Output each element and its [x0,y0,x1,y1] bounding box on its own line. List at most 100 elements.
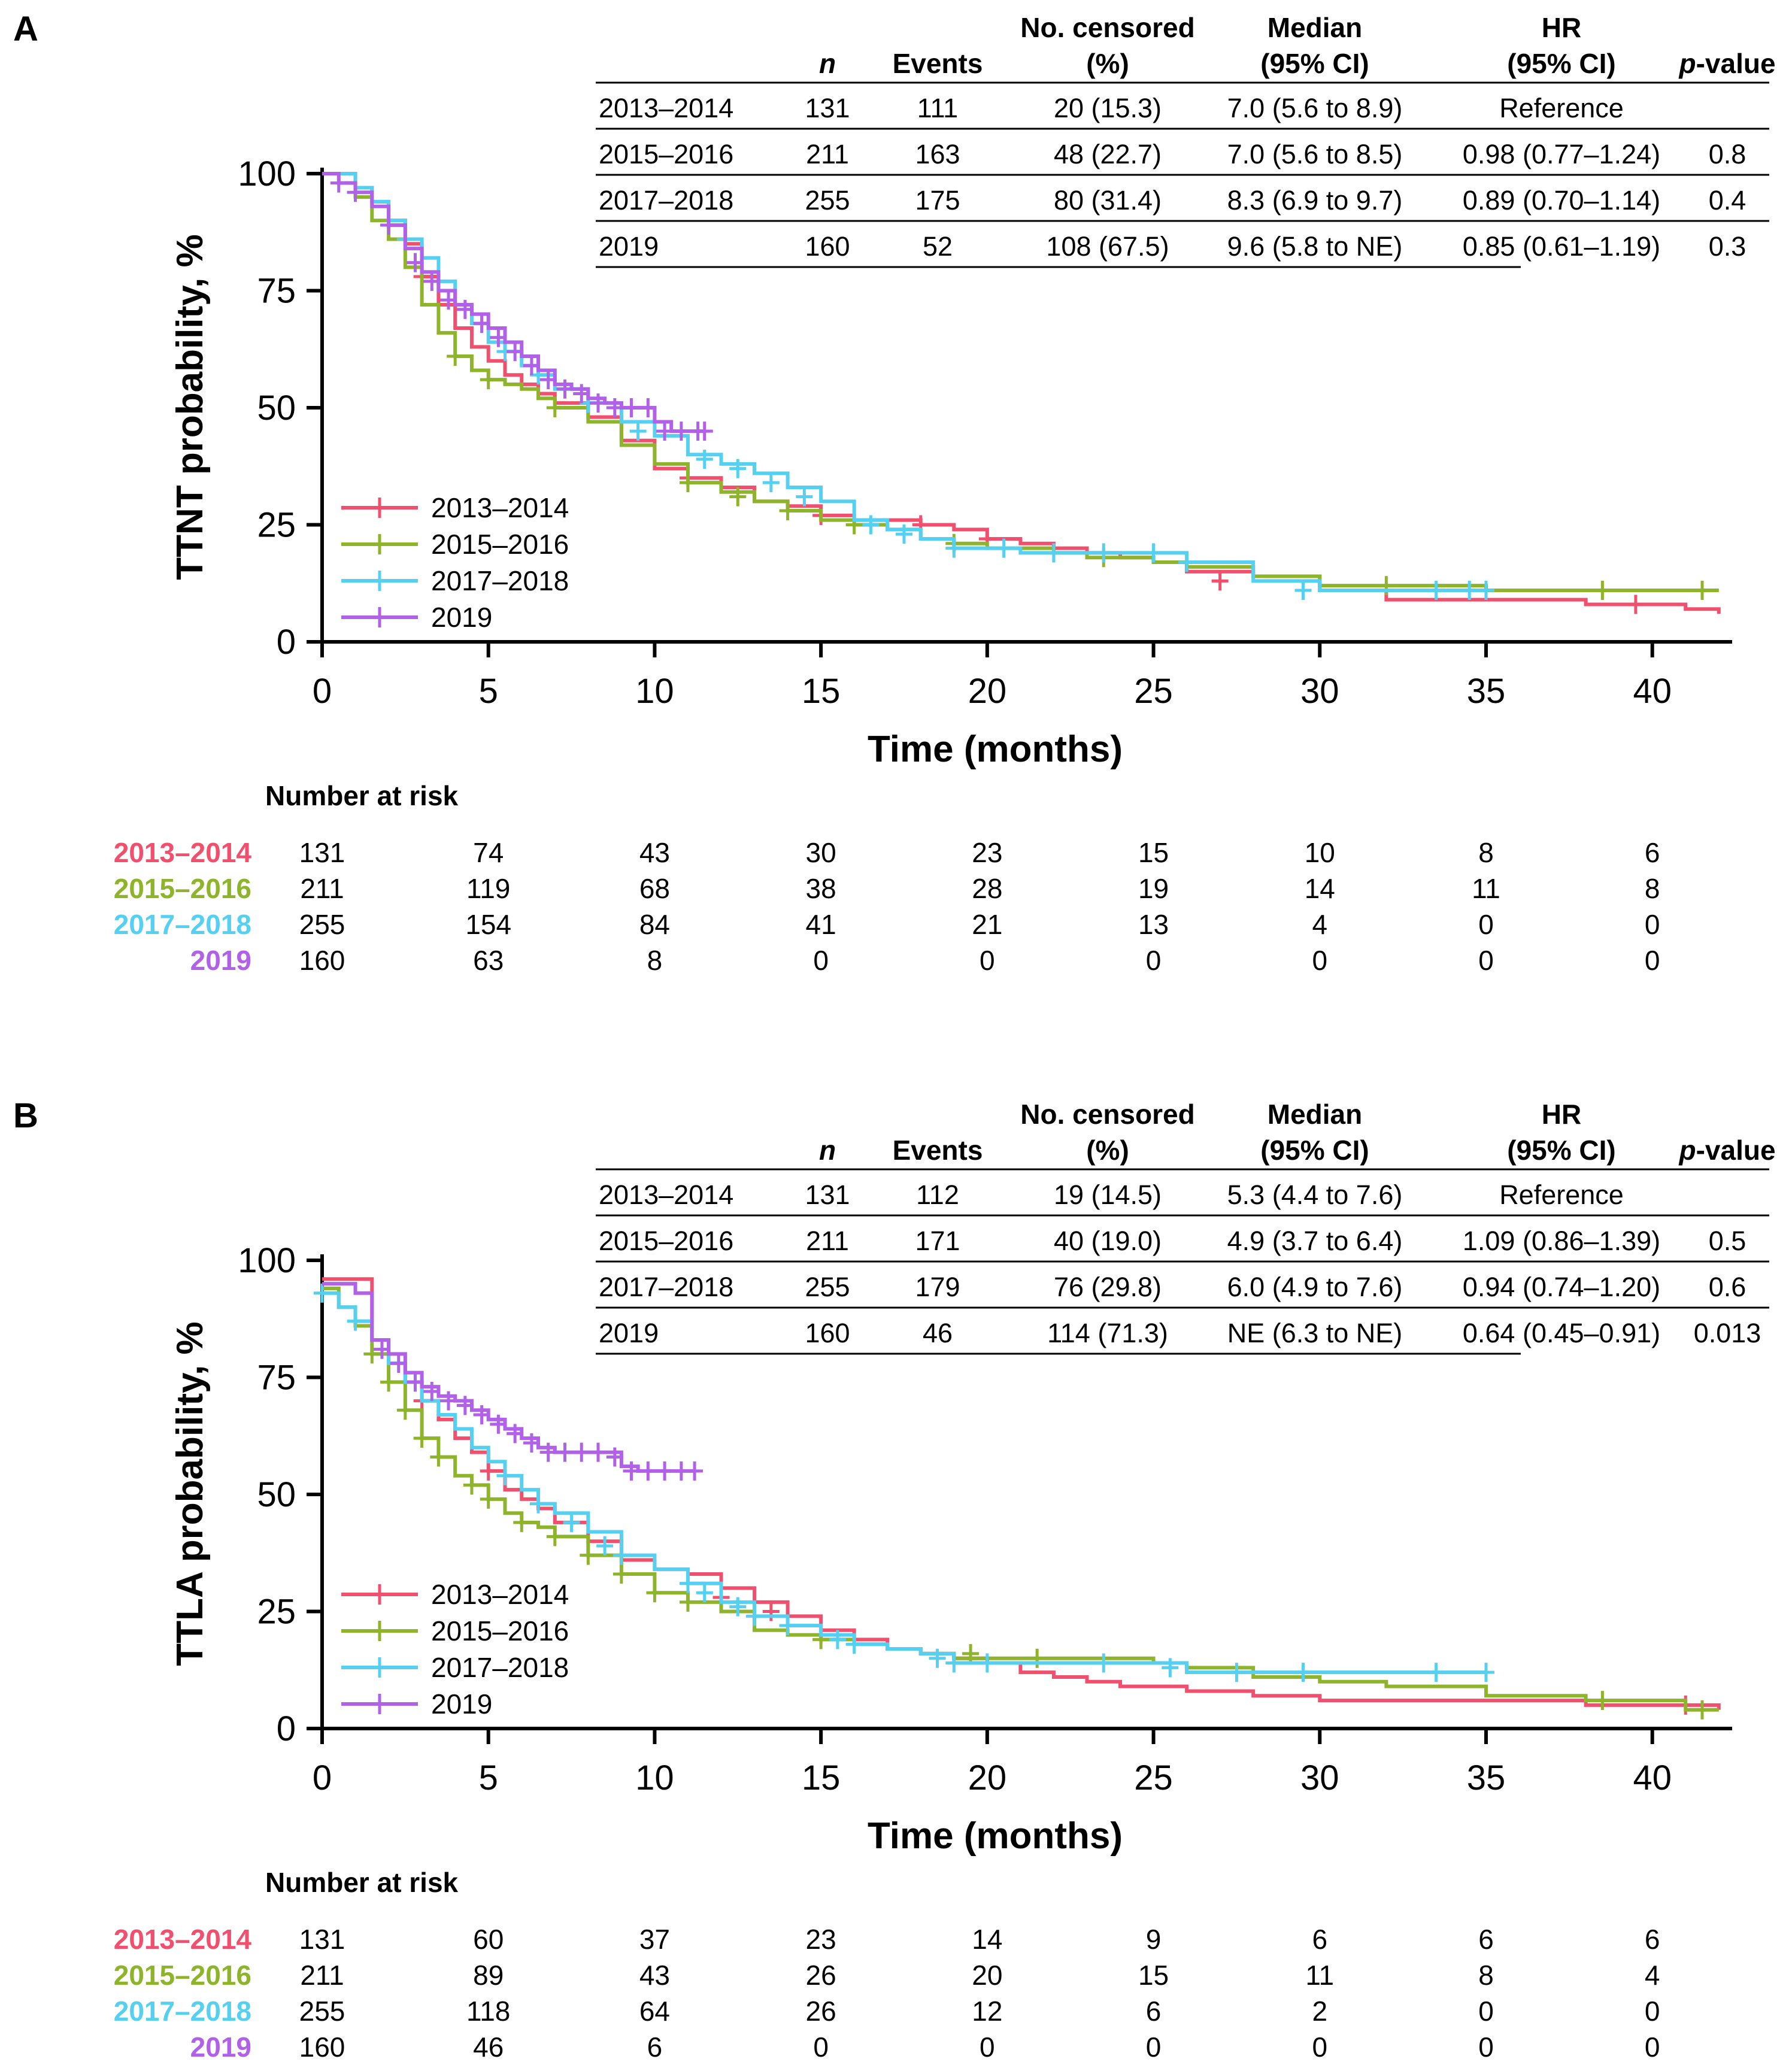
censor-mark [1029,1648,1046,1668]
censor-mark [456,299,474,319]
censor-mark [1211,571,1229,591]
censor-mark [639,398,657,417]
risk-value: 118 [466,1996,510,2027]
risk-value: 26 [806,1960,836,1991]
censor-mark [945,1653,963,1673]
censor-mark [1627,595,1644,614]
table-cell: 5.3 (4.4 to 7.6) [1227,1179,1403,1210]
censor-mark [729,459,747,478]
table-header-n: n [819,1135,836,1166]
x-axis-title: Time (months) [868,1815,1123,1857]
censor-mark [995,538,1012,558]
censor-mark [590,1442,607,1462]
censor-mark [347,1311,364,1331]
censor-mark [496,1466,514,1485]
legend-label: 2013–2014 [431,1579,569,1610]
censor-mark [430,1447,447,1467]
table-cell: 0.013 [1694,1318,1761,1348]
risk-value: 38 [806,873,836,904]
y-tick-label: 25 [257,1593,296,1632]
x-tick-label: 0 [313,672,332,711]
x-tick-label: 40 [1633,1758,1672,1797]
risk-value: 0 [1146,2031,1162,2063]
censor-mark [629,422,647,441]
risk-value: 30 [806,837,836,868]
table-cell: 1.09 (0.86–1.39) [1463,1226,1660,1256]
panel-label: B [13,1096,38,1135]
x-tick-label: 10 [635,672,674,711]
km-curve-2019 [322,1282,695,1473]
censor-mark [1427,1663,1445,1682]
censor-mark [696,422,713,441]
table-header-median-line1: Median [1268,1099,1362,1130]
censor-mark [390,1354,407,1373]
n-italic: n [819,48,836,79]
risk-value: 255 [299,909,345,940]
risk-value: 19 [1138,873,1169,904]
censor-mark [862,515,880,535]
risk-value: 0 [1645,945,1660,976]
risk-value: 23 [972,837,1002,868]
x-tick-label: 40 [1633,672,1672,711]
censor-mark [380,216,398,235]
table-header-hr-line1: HR [1542,12,1581,43]
risk-value: 211 [300,1960,344,1991]
table-cell: 2015–2016 [599,139,733,169]
censor-mark [962,1644,980,1663]
panel-a: An Events No. censored (%) Median (95% CI) HR (… [13,10,1776,976]
table-cell: 114 (71.3) [1047,1318,1168,1348]
x-tick-label: 30 [1300,1758,1339,1797]
risk-row-label: 2017–2018 [114,909,251,940]
censor-mark [1162,1658,1179,1678]
risk-value: 9 [1146,1924,1162,1955]
risk-value: 14 [972,1924,1002,1955]
censor-mark [330,173,347,193]
risk-value: 15 [1138,1960,1169,1991]
table-header-events: Events [893,1135,983,1166]
risk-value: 2 [1312,1996,1327,2027]
risk-value: 6 [647,2031,663,2063]
censor-mark [895,524,912,544]
censor-mark [473,1405,490,1425]
x-tick-label: 35 [1467,672,1506,711]
censor-mark [1095,543,1112,563]
table-cell: 255 [805,1272,850,1302]
censor-mark [945,538,963,558]
risk-value: 8 [1478,1960,1494,1991]
censor-mark [1594,1691,1611,1711]
table-cell: 6.0 (4.9 to 7.6) [1227,1272,1403,1302]
x-tick-label: 25 [1134,672,1173,711]
table-header-events: Events [893,48,983,79]
table-cell: 20 (15.3) [1054,93,1162,123]
table-cell: 2017–2018 [599,185,733,216]
p-rest: -value [1696,48,1776,79]
risk-value: 21 [972,909,1002,940]
table-header-median-line2: (95% CI) [1260,1135,1369,1166]
risk-value: 6 [1645,1924,1660,1955]
legend-label: 2015–2016 [431,1615,569,1647]
table-header-censored-line1: No. censored [1020,1099,1194,1130]
censor-mark [490,328,507,347]
y-tick-label: 50 [257,1475,296,1514]
table-header-censored-line2: (%) [1086,48,1129,79]
table-header-hr-line2: (95% CI) [1507,1135,1615,1166]
risk-value: 0 [1478,945,1494,976]
censor-mark [656,1461,674,1481]
risk-value: 0 [813,2031,829,2063]
table-cell: 2019 [599,1318,659,1348]
censor-mark [656,422,674,441]
legend-label: 2019 [431,602,492,633]
censor-mark [606,398,623,417]
censor-mark [623,1461,640,1481]
legend-label: 2015–2016 [431,529,569,560]
x-tick-label: 5 [479,1758,498,1797]
table-cell: 80 (31.4) [1054,185,1162,216]
risk-row-label: 2013–2014 [114,837,252,868]
risk-value: 0 [1146,945,1162,976]
risk-table-title: Number at risk [265,780,459,811]
table-cell: 9.6 (5.8 to NE) [1227,231,1403,262]
censor-mark [929,1648,946,1668]
table-cell: 175 [915,185,960,216]
risk-value: 12 [972,1996,1002,2027]
